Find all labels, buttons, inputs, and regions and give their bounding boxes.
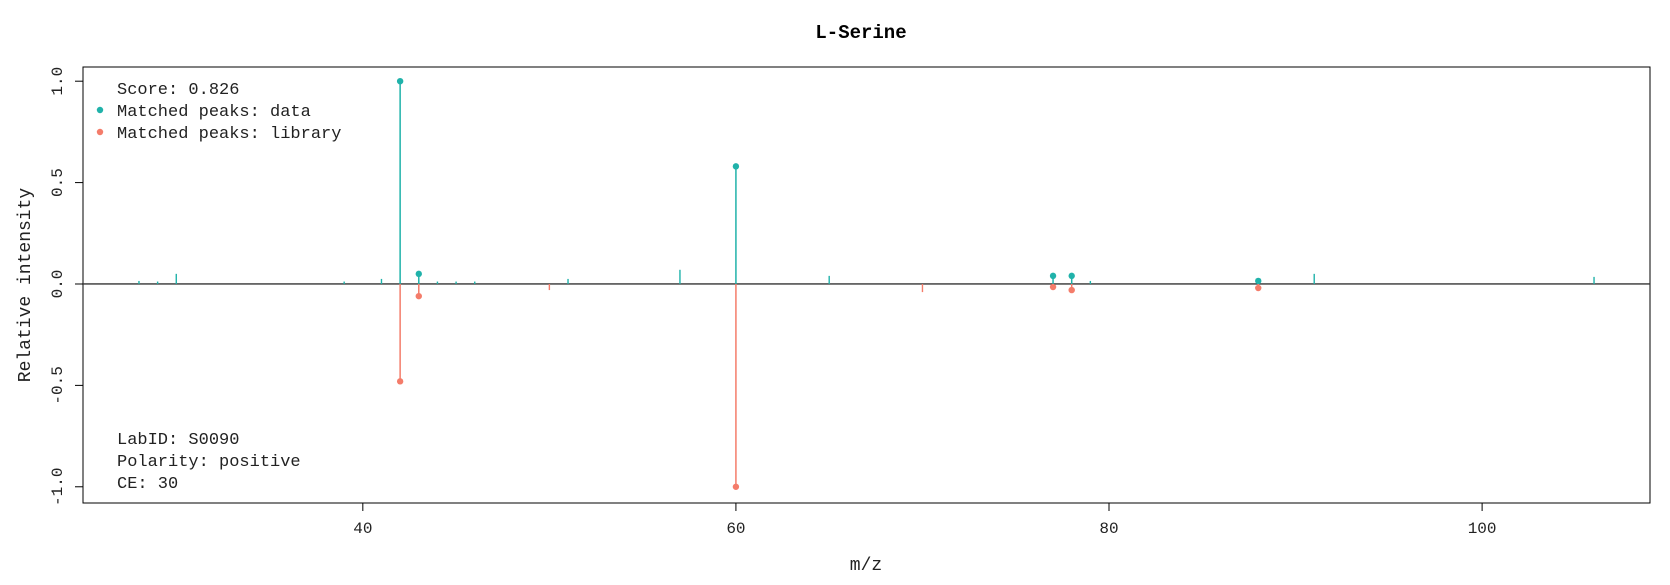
data-matched-point (1049, 272, 1057, 280)
spectrum-info: LabID: S0090 Polarity: positive CE: 30 (117, 431, 301, 494)
y-tick-label: 1.0 (49, 67, 67, 96)
polarity-text: Polarity: positive (117, 453, 301, 472)
plot-frame (82, 66, 1651, 504)
data-matched-point (1255, 277, 1262, 285)
library-peaks-group (396, 283, 1262, 490)
y-axis-label: Relative intensity (16, 188, 36, 383)
legend-data-label: Matched peaks: data (117, 103, 311, 122)
ce-text: CE: 30 (117, 475, 178, 494)
library-matched-point (415, 292, 422, 300)
chart-title: L-Serine (815, 22, 906, 44)
data-matched-point (415, 270, 422, 278)
library-matched-point (1255, 284, 1262, 292)
y-tick-label: 0.0 (49, 270, 67, 299)
legend: Score: 0.826 Matched peaks: data Matched… (96, 81, 341, 144)
legend-data-marker (96, 106, 104, 114)
x-tick-label: 80 (1099, 520, 1118, 538)
lab-id-text: LabID: S0090 (117, 431, 239, 450)
y-tick-label: -0.5 (49, 366, 67, 404)
x-tick-label: 100 (1468, 520, 1497, 538)
legend-library-label: Matched peaks: library (117, 125, 341, 144)
data-matched-point (1068, 272, 1075, 280)
library-matched-point (396, 378, 404, 385)
x-tick-label: 60 (726, 520, 745, 538)
x-axis: 40 60 80 100 (353, 503, 1497, 538)
y-tick-label: -1.0 (49, 468, 67, 506)
library-matched-point (1049, 283, 1057, 291)
x-axis-label: m/z (850, 556, 882, 576)
data-peaks-group (138, 77, 1595, 285)
score-text: Score: 0.826 (117, 81, 239, 100)
data-matched-point (732, 163, 740, 170)
data-matched-point (396, 77, 404, 85)
library-matched-point (732, 483, 740, 490)
y-axis: -1.0 -0.5 0.0 0.5 1.0 (49, 67, 83, 506)
library-matched-point (1068, 286, 1075, 294)
y-tick-label: 0.5 (49, 168, 67, 197)
x-tick-label: 40 (353, 520, 372, 538)
legend-library-marker (96, 128, 104, 136)
